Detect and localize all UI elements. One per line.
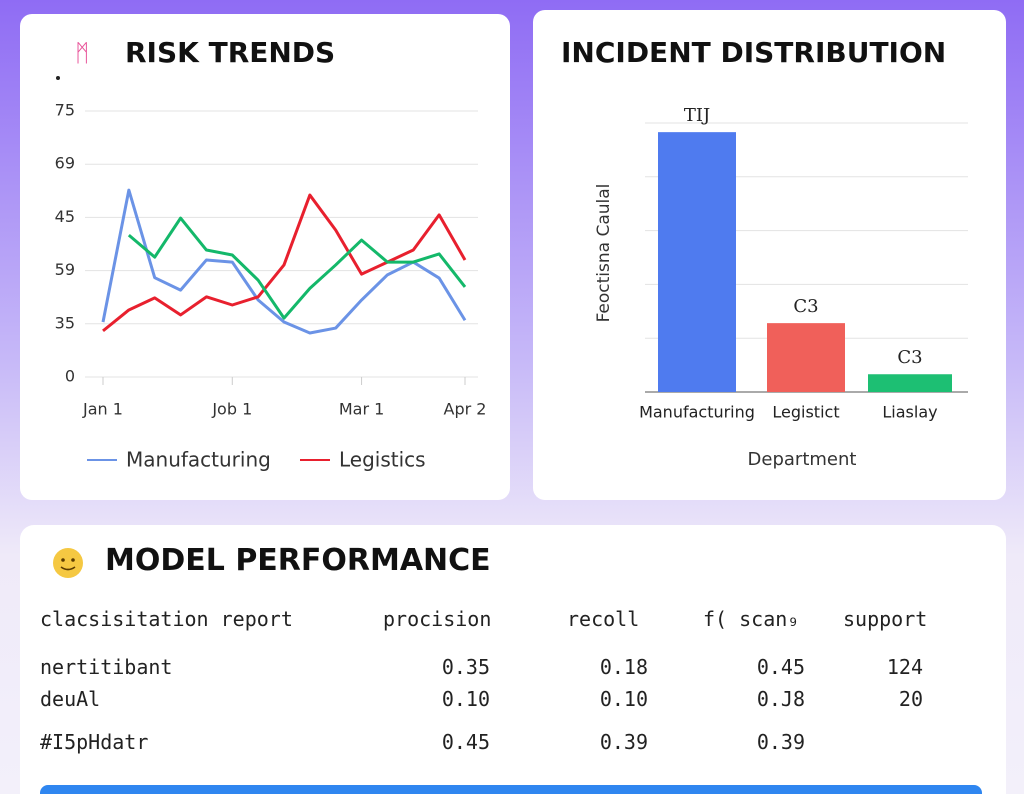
y-tick-label: 59 bbox=[55, 260, 75, 279]
table-cell: clacsisitation report bbox=[40, 607, 293, 631]
table-cell: 0.10 bbox=[441, 687, 490, 711]
x-tick-label: Liaslay bbox=[882, 403, 937, 422]
table-cell: recoll bbox=[567, 607, 640, 631]
card bbox=[20, 14, 510, 500]
chart-title: INCIDENT DISTRIBUTION bbox=[561, 36, 946, 69]
dot bbox=[56, 76, 60, 80]
table-cell: 0.10 bbox=[599, 687, 648, 711]
y-tick-label: 45 bbox=[55, 207, 75, 226]
y-tick-label: 0 bbox=[65, 367, 75, 386]
chart-title: RISK TRENDS bbox=[125, 36, 335, 69]
x-tick-label: Legistict bbox=[772, 403, 839, 422]
x-tick-label: Job 1 bbox=[211, 400, 252, 419]
line-series bbox=[127, 216, 467, 320]
y-axis-label: Feoctisna Caulal bbox=[594, 184, 614, 323]
emoji-icon bbox=[53, 548, 83, 578]
bar-value-label: TIJ bbox=[684, 105, 710, 126]
table-cell: 0.J8 bbox=[756, 687, 805, 711]
x-tick-label: Manufacturing bbox=[639, 403, 755, 422]
bar bbox=[658, 132, 736, 392]
bar-value-label: C3 bbox=[897, 347, 922, 368]
table-cell: deuAl bbox=[40, 687, 101, 711]
table-cell: 0.45 bbox=[441, 730, 490, 754]
button[interactable] bbox=[40, 785, 982, 794]
x-tick-label: Apr 2 bbox=[444, 400, 487, 419]
table-cell: 0.39 bbox=[599, 730, 648, 754]
table-cell: 0.35 bbox=[441, 655, 490, 679]
line-series bbox=[101, 188, 467, 335]
y-tick-label: 75 bbox=[55, 101, 75, 120]
legend-label: Manufacturing bbox=[126, 448, 271, 472]
model-performance-card: MODEL PERFORMANCE clacsisitation report p… bbox=[20, 525, 1006, 794]
table-cell: nertitibant bbox=[40, 655, 173, 679]
bar bbox=[767, 323, 845, 392]
x-tick-label: Mar 1 bbox=[339, 400, 384, 419]
table-cell: procision bbox=[383, 607, 492, 631]
table-cell: 0.39 bbox=[756, 730, 805, 754]
table-cell: f( scan₉ bbox=[703, 607, 800, 631]
y-tick-label: 35 bbox=[55, 313, 75, 332]
section-title: MODEL PERFORMANCE bbox=[105, 543, 491, 578]
legend-label: Legistics bbox=[339, 448, 426, 472]
y-tick-label: 69 bbox=[55, 154, 75, 173]
table-cell: support bbox=[843, 607, 928, 631]
charts: ᛗ RISK TRENDS INCIDENT DISTRIBUTION Feoc… bbox=[20, 14, 968, 500]
bar-value-label: C3 bbox=[793, 296, 818, 317]
x-axis-label: Department bbox=[748, 449, 857, 470]
table-cell: #I5pHdatr bbox=[40, 730, 149, 754]
table-cell: 0.45 bbox=[756, 655, 805, 679]
table-cell: 0.18 bbox=[599, 655, 648, 679]
table-cell: 124 bbox=[886, 655, 923, 679]
line-series bbox=[102, 193, 467, 333]
x-tick-label: Jan 1 bbox=[82, 400, 123, 419]
bar bbox=[868, 374, 952, 392]
icon: ᛗ bbox=[75, 39, 89, 67]
table-cell: 20 bbox=[898, 687, 923, 711]
